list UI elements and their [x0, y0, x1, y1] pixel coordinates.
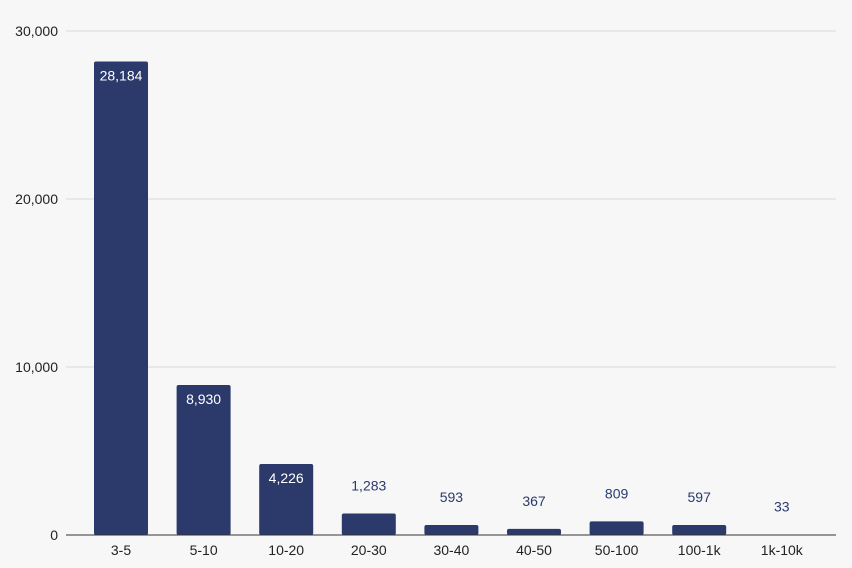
y-tick-label: 20,000 [15, 191, 58, 207]
x-axis-ticks: 3-5 5-10 10-20 20-30 30-40 40-50 50-100 100-1k 1… [111, 542, 804, 558]
data-label: 28,184 [100, 68, 143, 84]
x-tick-label: 30-40 [433, 542, 469, 558]
bars [94, 61, 809, 536]
x-tick-label: 20-30 [351, 542, 387, 558]
x-tick-label: 1k-10k [761, 542, 804, 558]
bar-30-40 [424, 525, 479, 535]
y-tick-label: 0 [50, 527, 58, 543]
y-tick-label: 10,000 [15, 359, 58, 375]
data-label: 809 [605, 485, 629, 501]
data-label: 33 [774, 498, 790, 514]
y-axis-ticks: 0 10,000 20,000 30,000 [15, 23, 58, 543]
x-tick-label: 50-100 [595, 542, 639, 558]
bar-40-50 [507, 528, 561, 535]
bar-3-5 [94, 61, 148, 536]
y-tick-label: 30,000 [15, 23, 58, 39]
bar-5-10 [176, 384, 231, 535]
x-tick-label: 3-5 [111, 542, 131, 558]
x-tick-label: 40-50 [516, 542, 552, 558]
x-tick-label: 10-20 [268, 542, 304, 558]
data-label: 4,226 [269, 470, 304, 486]
data-label: 1,283 [351, 477, 386, 493]
data-labels: 28,184 8,930 4,226 1,283 593 367 809 597 33 [100, 68, 790, 515]
bar-50-100 [589, 521, 644, 535]
x-tick-label: 5-10 [190, 542, 218, 558]
data-label: 593 [440, 489, 464, 505]
gridlines [66, 30, 836, 368]
x-tick-label: 100-1k [678, 542, 722, 558]
bar-100-1k [672, 524, 727, 535]
bar-10-20 [259, 464, 314, 535]
data-label: 367 [522, 493, 546, 509]
data-label: 597 [688, 489, 712, 505]
data-label: 8,930 [186, 391, 221, 407]
bar-20-30 [341, 513, 396, 535]
